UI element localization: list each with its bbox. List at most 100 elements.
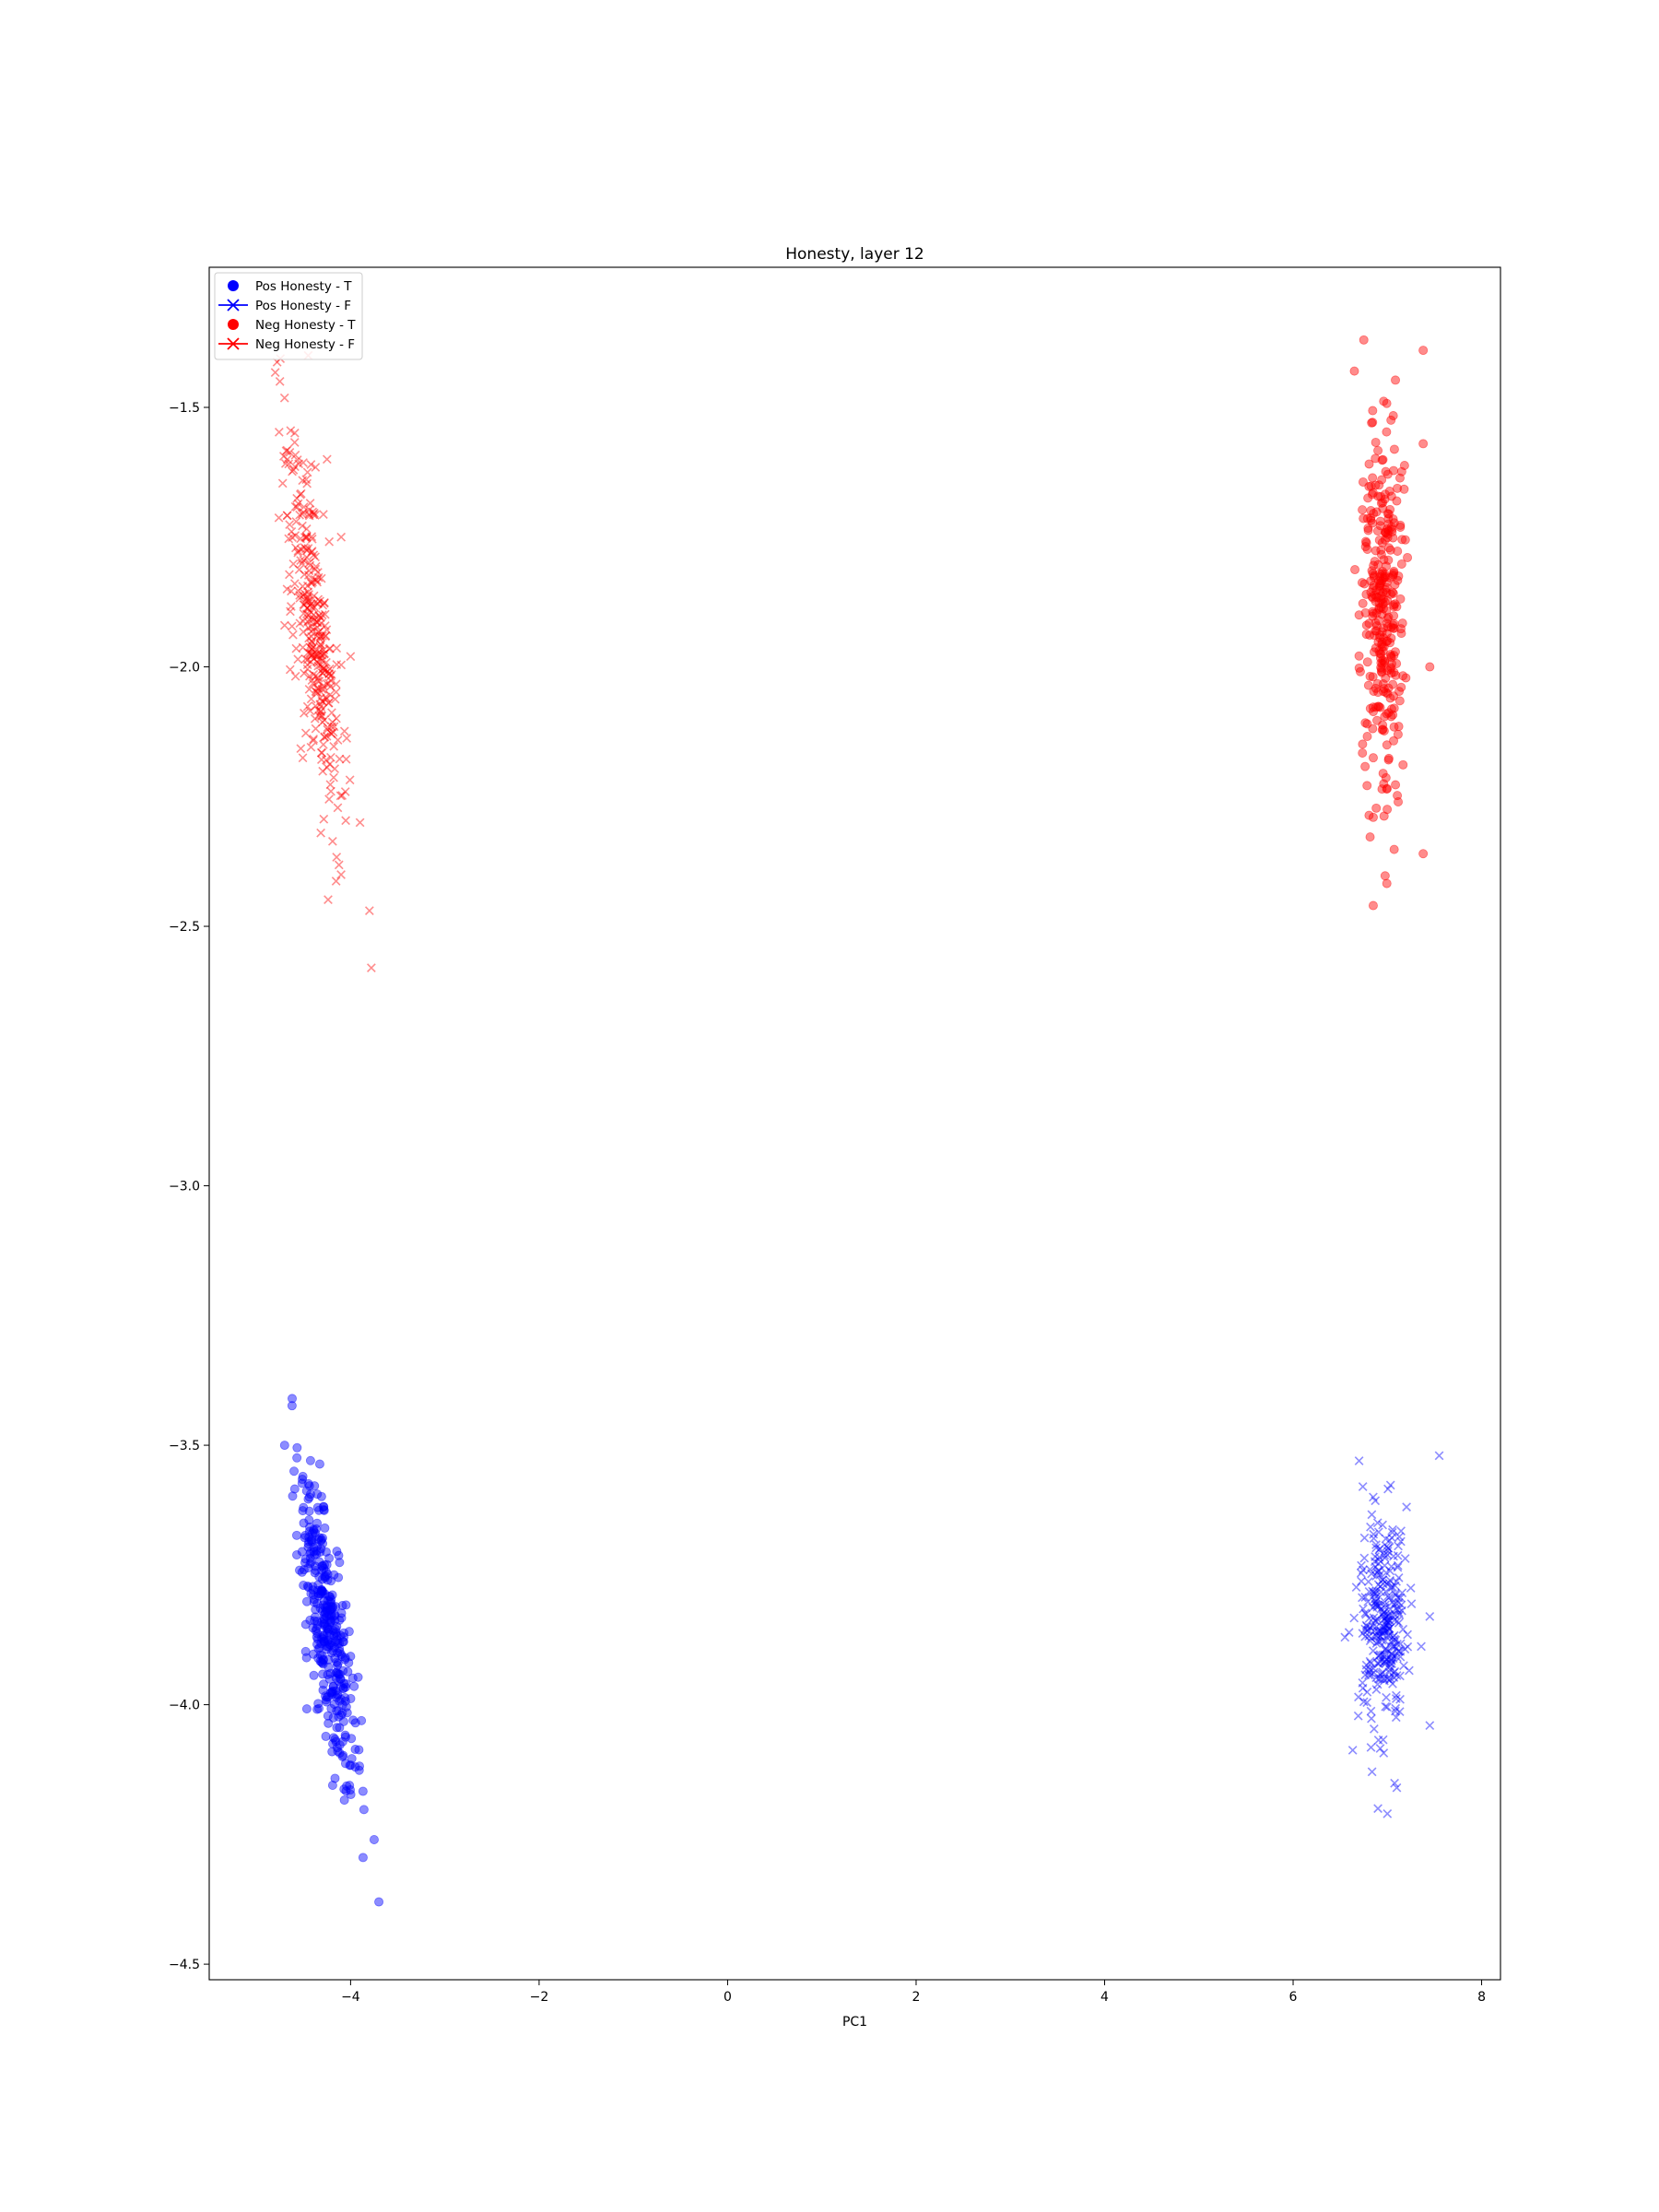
data-point: [302, 581, 312, 591]
data-point: [1394, 473, 1405, 483]
data-point: [1375, 649, 1385, 659]
data-point: [1395, 1671, 1405, 1681]
data-point: [317, 668, 327, 677]
data-point: [298, 753, 308, 763]
data-point: [313, 1591, 324, 1601]
points-layer: [270, 335, 1444, 1907]
data-point: [1374, 480, 1384, 490]
data-point: [319, 510, 328, 519]
data-point: [303, 571, 313, 580]
data-point: [1374, 1674, 1383, 1684]
data-point: [1390, 580, 1400, 590]
data-point: [319, 1679, 329, 1689]
data-point: [1389, 1667, 1399, 1677]
data-point: [1375, 579, 1385, 589]
data-point: [329, 1570, 339, 1580]
data-point: [326, 1594, 336, 1605]
data-point: [1386, 712, 1396, 722]
y-tick-label: −2.5: [169, 920, 200, 935]
data-point: [324, 1662, 334, 1672]
data-point: [1383, 543, 1394, 553]
data-point: [1369, 686, 1379, 696]
data-point: [1371, 618, 1381, 628]
data-point: [1383, 1611, 1394, 1621]
data-point: [275, 377, 285, 386]
data-point: [1371, 1571, 1381, 1581]
data-point: [340, 1759, 350, 1769]
data-point: [302, 660, 312, 670]
data-point: [315, 1650, 325, 1660]
data-point: [1384, 1610, 1394, 1619]
data-point: [1418, 849, 1429, 859]
data-point: [1383, 1627, 1393, 1636]
data-point: [1382, 614, 1393, 624]
data-point: [322, 625, 332, 635]
data-point: [1369, 1667, 1379, 1677]
data-point: [329, 741, 339, 751]
data-point: [1389, 1551, 1398, 1561]
data-point: [1359, 513, 1369, 524]
data-point: [307, 644, 317, 654]
data-point: [1388, 570, 1398, 580]
data-point: [1371, 643, 1381, 653]
data-point: [1389, 1630, 1399, 1641]
data-point: [1375, 1570, 1384, 1580]
data-point: [307, 532, 317, 542]
data-point: [294, 459, 304, 469]
data-point: [308, 1582, 318, 1592]
data-point: [335, 1674, 346, 1684]
data-point: [1374, 598, 1384, 608]
data-point: [1383, 519, 1394, 529]
data-point: [1383, 1543, 1394, 1553]
data-point: [1382, 1617, 1392, 1626]
data-point: [308, 507, 318, 517]
data-point: [1406, 1583, 1416, 1593]
data-point: [367, 963, 376, 972]
data-point: [304, 1532, 314, 1542]
data-point: [335, 1669, 345, 1679]
data-point: [1385, 693, 1395, 703]
data-point: [1361, 1609, 1371, 1619]
data-point: [321, 1547, 331, 1557]
data-point: [333, 735, 343, 745]
data-point: [304, 615, 314, 625]
data-point: [327, 836, 337, 846]
data-point: [314, 711, 324, 721]
data-point: [1380, 571, 1390, 582]
data-point: [1384, 1676, 1394, 1685]
data-point: [1363, 493, 1373, 503]
data-point: [324, 1615, 335, 1625]
data-point: [305, 596, 315, 606]
data-point: [1396, 629, 1406, 639]
data-point: [323, 1595, 333, 1606]
data-point: [1391, 780, 1401, 790]
data-point: [1379, 779, 1389, 789]
data-point: [317, 684, 327, 694]
x-tick-label: 2: [912, 1990, 921, 2005]
data-point: [303, 1478, 313, 1488]
data-point: [1354, 1692, 1363, 1702]
data-point: [1368, 593, 1378, 603]
data-point: [300, 668, 309, 678]
data-point: [1380, 572, 1390, 582]
data-point: [316, 755, 326, 765]
data-point: [1375, 632, 1385, 642]
data-point: [1373, 1527, 1383, 1537]
data-point: [1380, 1650, 1390, 1660]
data-point: [1389, 566, 1399, 576]
data-point: [1390, 1641, 1400, 1652]
data-point: [307, 637, 317, 647]
data-point: [317, 1565, 327, 1575]
data-point: [1371, 1540, 1381, 1549]
data-point: [322, 762, 332, 772]
data-point: [357, 1715, 367, 1725]
data-point: [1394, 1532, 1405, 1542]
data-point: [346, 652, 356, 662]
data-point: [1365, 703, 1375, 713]
data-point: [1389, 444, 1399, 454]
data-point: [321, 692, 331, 702]
data-point: [1386, 1655, 1396, 1665]
data-point: [1405, 1665, 1414, 1676]
data-point: [315, 640, 325, 649]
